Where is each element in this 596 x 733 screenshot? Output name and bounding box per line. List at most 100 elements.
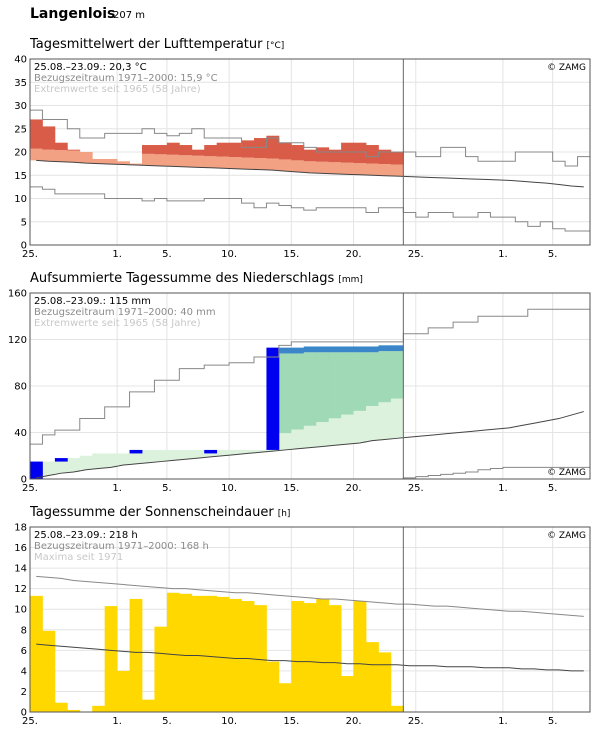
chart-title: Aufsummierte Tagessumme des Niederschlag…	[30, 271, 363, 286]
temp-bar-base	[216, 156, 230, 169]
sun-bar	[191, 595, 205, 712]
y-tick-label: 10	[14, 605, 27, 616]
sun-bar	[241, 601, 255, 712]
info-extremes: Maxima seit 1971	[34, 552, 123, 563]
sun-bar	[42, 630, 56, 712]
temp-bar-base	[154, 154, 168, 166]
rain-area-low	[42, 461, 56, 476]
info-extremes: Extremwerte seit 1965 (58 Jahre)	[34, 318, 201, 329]
rain-min-line	[30, 466, 590, 480]
sun-bar	[129, 598, 143, 712]
station-elevation: 207 m	[113, 10, 145, 21]
temp-bar-above	[366, 145, 379, 164]
credit-label: © ZAMG	[547, 531, 586, 541]
chart-unit: [h]	[278, 509, 291, 519]
temp-bar-above	[30, 119, 43, 149]
rain-area-low	[216, 449, 230, 456]
rain-area-low	[92, 453, 106, 469]
temp-bar-above	[291, 145, 305, 161]
temp-bar-above	[328, 149, 342, 163]
rain-area-low	[316, 422, 330, 447]
chart-panel-1: Tagesmittelwert der Lufttemperatur [°C] 0 5…	[14, 37, 591, 260]
credit-label: © ZAMG	[547, 468, 586, 478]
temp-bar-above	[191, 149, 205, 156]
chart-panel-2: Aufsummierte Tagessumme des Niederschlag…	[8, 271, 591, 494]
temp-bar-above	[378, 149, 392, 165]
info-period: 25.08.–23.09.: 115 mm	[34, 296, 151, 307]
y-tick-label: 0	[21, 708, 27, 719]
sun-mean-line	[36, 643, 584, 672]
chart-title: Tagessumme der Sonnenscheindauer [h]	[29, 505, 290, 520]
rain-area-mid	[316, 352, 330, 423]
credit-label: © ZAMG	[547, 63, 586, 73]
rain-area-low	[191, 449, 205, 459]
temp-bar-base	[266, 158, 280, 171]
temp-bar-base	[241, 157, 255, 170]
temp-bar-base	[341, 162, 354, 175]
rain-area-mid	[353, 352, 367, 411]
temp-bar-base	[179, 155, 193, 167]
y-tick-label: 120	[8, 335, 27, 346]
sun-bar	[316, 598, 330, 712]
x-tick-label: 25.	[408, 716, 424, 727]
temp-min-line	[30, 186, 590, 232]
temp-bar-base	[191, 155, 205, 168]
sun-bar	[104, 606, 118, 712]
x-tick-label: 20.	[346, 483, 362, 494]
sun-bar	[54, 702, 68, 712]
sun-bar	[266, 661, 280, 712]
rain-area-low	[179, 449, 193, 460]
temp-bar-above	[67, 149, 81, 151]
y-tick-label: 4	[21, 666, 27, 677]
temp-bar-above	[278, 142, 292, 160]
rain-area-low	[353, 410, 367, 443]
x-tick-label: 1.	[112, 716, 122, 727]
temp-bar-above	[353, 142, 367, 164]
y-tick-label: 20	[14, 148, 27, 159]
y-tick-label: 25	[14, 124, 27, 135]
sun-max-line	[36, 575, 584, 617]
y-tick-label: 80	[14, 382, 27, 393]
temp-bar-base	[142, 153, 155, 166]
x-tick-label: 5.	[548, 483, 558, 494]
rain-increment-bar	[54, 458, 68, 462]
temp-bar-base	[117, 161, 130, 165]
x-tick-label: 20.	[346, 716, 362, 727]
x-tick-label: 5.	[548, 249, 558, 260]
chart-panel-3: Tagessumme der Sonnenscheindauer [h] 0 2 4 6 8…	[14, 505, 591, 727]
chart-unit: [°C]	[267, 41, 285, 51]
x-tick-label: 10.	[221, 249, 237, 260]
rain-area-mid	[303, 352, 317, 426]
x-tick-label: 1.	[498, 716, 508, 727]
rain-increment-bar	[129, 449, 143, 454]
sun-bar	[92, 705, 106, 712]
temp-bar-base	[67, 150, 81, 163]
y-tick-label: 160	[8, 289, 27, 300]
sun-bar	[216, 596, 230, 712]
sun-bar	[341, 676, 354, 712]
sun-bar	[154, 626, 168, 712]
sun-bar	[278, 683, 292, 712]
info-extremes: Extremwerte seit 1965 (58 Jahre)	[34, 84, 201, 95]
temp-bar-base	[254, 158, 267, 170]
info-reference: Bezugszeitraum 1971–2000: 168 h	[34, 541, 209, 552]
sun-bar	[204, 595, 218, 712]
temp-bar-base	[92, 158, 106, 164]
rain-area-low	[254, 449, 267, 453]
temp-max-line	[30, 109, 590, 167]
rain-increment-bar	[30, 461, 43, 479]
temp-bar-base	[54, 150, 68, 162]
y-tick-label: 2	[21, 687, 27, 698]
y-tick-label: 14	[14, 564, 27, 575]
rain-area-low	[154, 449, 168, 462]
rain-area-mid	[390, 351, 404, 399]
y-tick-label: 18	[14, 523, 27, 534]
rain-area-low	[366, 405, 379, 441]
sun-bar	[67, 709, 81, 712]
rain-area-top	[378, 345, 392, 352]
y-tick-label: 0	[21, 475, 27, 486]
x-tick-label: 15.	[283, 483, 299, 494]
x-tick-label: 25.	[22, 716, 38, 727]
